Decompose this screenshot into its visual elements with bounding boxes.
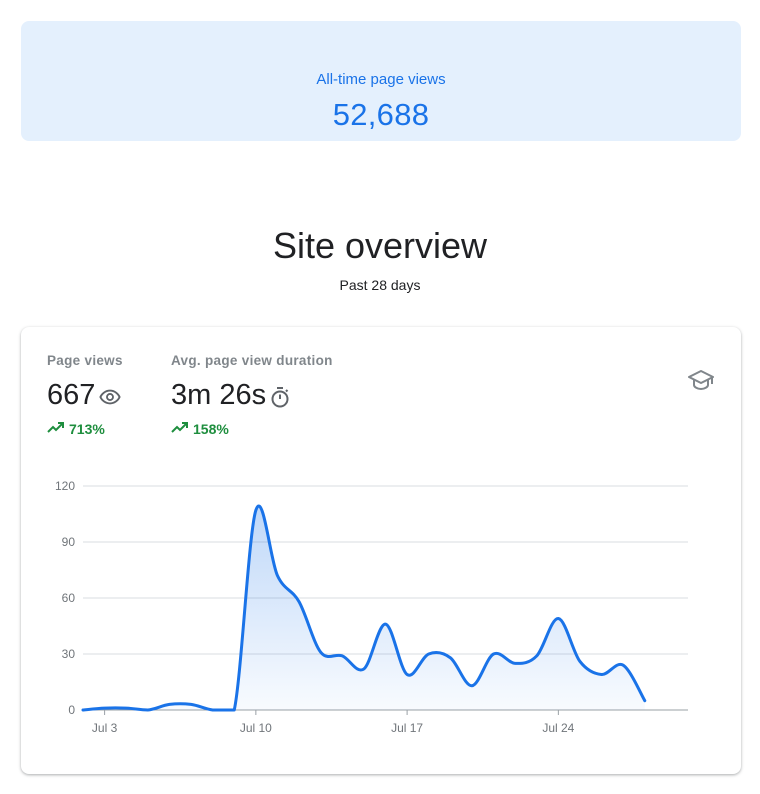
x-tick-label: Jul 3	[92, 721, 118, 735]
data-point[interactable]	[271, 570, 283, 582]
data-point[interactable]	[380, 618, 392, 630]
x-tick-label: Jul 24	[542, 721, 574, 735]
metric-change: 158%	[171, 420, 333, 437]
page-title: Site overview	[272, 225, 488, 266]
data-point[interactable]	[617, 659, 629, 671]
data-point[interactable]	[639, 695, 651, 707]
data-point[interactable]	[120, 702, 132, 714]
page-views-chart: 0 30 60 90 120 Jul 3 Jul 10 Jul 17 Jul 24	[55, 479, 688, 735]
data-point[interactable]	[531, 650, 543, 662]
eye-icon	[99, 386, 122, 408]
data-point[interactable]	[488, 648, 500, 660]
metric-page-views[interactable]: Page views 667 713%	[47, 353, 123, 437]
data-point[interactable]	[142, 704, 154, 716]
data-point[interactable]	[315, 646, 327, 658]
data-point[interactable]	[466, 680, 478, 692]
all-time-views-banner: All-time page views 52,688	[21, 21, 741, 141]
y-tick-label: 120	[55, 479, 75, 493]
metric-change-value: 713%	[69, 420, 105, 437]
data-point[interactable]	[358, 663, 370, 675]
data-point[interactable]	[509, 657, 521, 669]
data-point[interactable]	[552, 613, 564, 625]
data-point[interactable]	[401, 669, 413, 681]
y-tick-label: 60	[62, 591, 76, 605]
data-point[interactable]	[207, 704, 219, 716]
trending-up-icon	[47, 420, 65, 437]
data-point[interactable]	[250, 504, 262, 516]
metric-label: Avg. page view duration	[171, 353, 333, 368]
metric-change: 713%	[47, 420, 123, 437]
all-time-views-label: All-time page views	[316, 71, 446, 88]
overview-card: Page views 667 713% Avg. page view durat…	[21, 327, 741, 774]
metric-avg-duration[interactable]: Avg. page view duration 3m 26s 158%	[171, 353, 333, 437]
data-point[interactable]	[423, 648, 435, 660]
trending-up-icon	[171, 420, 189, 437]
data-point[interactable]	[336, 650, 348, 662]
y-tick-label: 90	[62, 535, 76, 549]
data-point[interactable]	[77, 704, 89, 716]
timer-icon	[270, 386, 290, 408]
metric-value: 3m 26s	[171, 379, 267, 411]
metric-value: 667	[47, 379, 96, 411]
graduation-cap-icon[interactable]	[688, 369, 714, 396]
date-range-label: Past 28 days	[339, 277, 421, 293]
series-area	[83, 506, 645, 710]
metric-change-value: 158%	[193, 420, 229, 437]
x-tick-label: Jul 17	[391, 721, 423, 735]
data-point[interactable]	[185, 698, 197, 710]
y-tick-label: 30	[62, 647, 76, 661]
data-point[interactable]	[228, 704, 240, 716]
metric-label: Page views	[47, 353, 123, 368]
data-point[interactable]	[596, 669, 608, 681]
data-point[interactable]	[574, 655, 586, 667]
data-point[interactable]	[444, 652, 456, 664]
data-point[interactable]	[163, 698, 175, 710]
x-tick-label: Jul 10	[240, 721, 272, 735]
data-point[interactable]	[293, 596, 305, 608]
y-tick-label: 0	[68, 703, 75, 717]
all-time-views-value: 52,688	[332, 97, 430, 132]
series-line	[81, 504, 647, 712]
